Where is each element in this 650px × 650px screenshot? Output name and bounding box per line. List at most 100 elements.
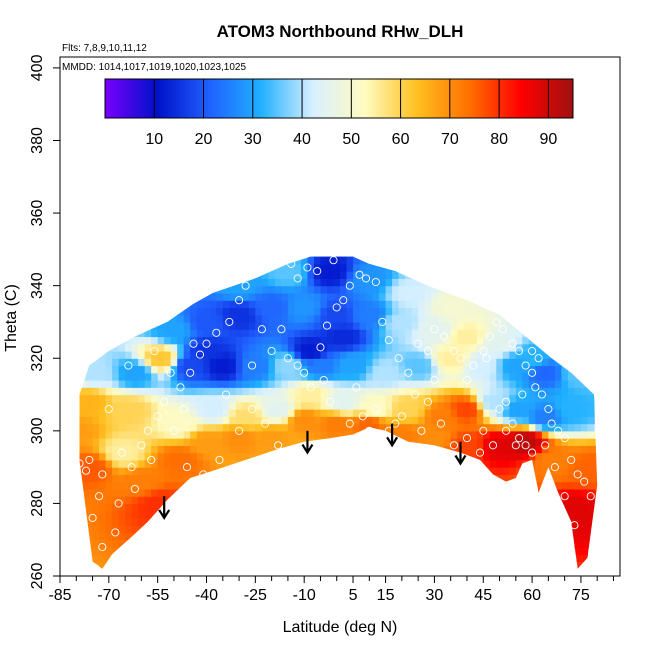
- heat-cell: [444, 336, 452, 345]
- heat-cell: [144, 350, 152, 359]
- heat-cell: [125, 409, 133, 417]
- heat-cell: [144, 321, 152, 330]
- observation-point: [414, 339, 423, 348]
- heat-cell: [548, 510, 556, 519]
- heat-cell: [248, 256, 256, 265]
- heat-cell: [541, 452, 549, 461]
- heat-cell: [463, 256, 471, 258]
- heat-cell: [535, 292, 543, 301]
- heat-cell: [496, 387, 504, 396]
- heat-cell: [463, 263, 471, 272]
- heat-cell: [261, 300, 269, 309]
- heat-cell: [379, 242, 386, 250]
- colorbar-tick-label: 90: [539, 131, 557, 148]
- heat-cell: [554, 445, 562, 454]
- heat-cell: [554, 467, 562, 475]
- heat-cell: [79, 278, 87, 287]
- heat-cell: [196, 438, 204, 446]
- heat-cell: [450, 307, 458, 316]
- heat-cell: [235, 438, 243, 446]
- heat-cell: [287, 481, 296, 490]
- heat-cell: [580, 256, 589, 265]
- heat-cell: [177, 459, 185, 468]
- heat-cell: [209, 488, 217, 497]
- heat-cell: [125, 496, 133, 505]
- heat-cell: [99, 263, 107, 272]
- heat-cell: [157, 445, 165, 454]
- heat-cell: [300, 532, 309, 541]
- heat-cell: [294, 394, 302, 403]
- heat-cell: [274, 561, 282, 569]
- heat-cell: [379, 474, 387, 483]
- heat-cell: [177, 358, 185, 367]
- heat-cell: [554, 263, 562, 272]
- heat-cell: [528, 481, 536, 490]
- heat-cell: [574, 561, 582, 569]
- heat-cell: [216, 256, 224, 258]
- heat-cell: [222, 467, 230, 475]
- heat-cell: [392, 409, 400, 417]
- observation-point: [528, 448, 537, 457]
- heat-cell: [437, 387, 445, 396]
- heat-cell: [535, 546, 543, 555]
- heat-cell: [593, 430, 598, 439]
- heat-cell: [242, 329, 250, 338]
- heat-cell: [144, 561, 152, 569]
- heat-cell: [294, 336, 302, 345]
- observation-point: [528, 368, 537, 377]
- heat-cell: [79, 336, 81, 345]
- heat-cell: [131, 314, 139, 323]
- heat-cell: [138, 300, 146, 309]
- heat-cell: [340, 372, 348, 381]
- heat-cell: [216, 474, 224, 483]
- heat-cell: [463, 358, 471, 367]
- heat-cell: [405, 423, 413, 432]
- heat-cell: [248, 300, 256, 309]
- heat-cell: [509, 292, 517, 301]
- heat-cell: [405, 430, 413, 439]
- heat-cell: [92, 409, 100, 417]
- heat-cell: [548, 321, 556, 330]
- heat-cell: [522, 488, 530, 497]
- x-axis-label: Latitude (deg N): [283, 619, 398, 636]
- heat-cell: [80, 569, 87, 577]
- heat-cell: [326, 481, 335, 490]
- heat-cell: [567, 532, 576, 541]
- heat-cell: [105, 263, 113, 272]
- heat-cell: [262, 569, 269, 577]
- heat-cell: [164, 358, 172, 367]
- heat-cell: [333, 394, 341, 403]
- heat-cell: [470, 554, 478, 563]
- heat-cell: [112, 336, 120, 345]
- heat-cell: [261, 292, 269, 301]
- observation-point: [534, 354, 543, 363]
- heat-cell: [170, 546, 178, 555]
- heat-cell: [287, 503, 296, 512]
- heat-cell: [366, 372, 374, 381]
- heat-cell: [125, 278, 133, 287]
- observation-point: [384, 336, 393, 345]
- heat-cell: [398, 445, 406, 454]
- heat-cell: [333, 263, 341, 272]
- observation-point: [462, 434, 472, 443]
- heat-cell: [268, 365, 276, 374]
- heat-cell: [138, 430, 146, 439]
- heat-cell: [222, 365, 230, 374]
- heat-cell: [411, 532, 419, 541]
- heat-cell: [320, 430, 328, 439]
- heat-cell: [281, 569, 288, 577]
- heat-cell: [333, 496, 341, 505]
- heat-cell: [353, 496, 361, 505]
- heat-cell: [326, 452, 335, 461]
- heat-cell: [535, 343, 543, 352]
- heat-cell: [476, 256, 484, 258]
- heat-cell: [170, 256, 178, 258]
- observation-point: [355, 270, 364, 279]
- heat-cell: [92, 546, 100, 555]
- heat-cell: [99, 438, 107, 446]
- heat-cell: [79, 343, 87, 352]
- heat-cell: [287, 525, 296, 534]
- heat-cell: [483, 525, 491, 534]
- heat-cell: [313, 488, 322, 497]
- heat-cell: [528, 336, 536, 345]
